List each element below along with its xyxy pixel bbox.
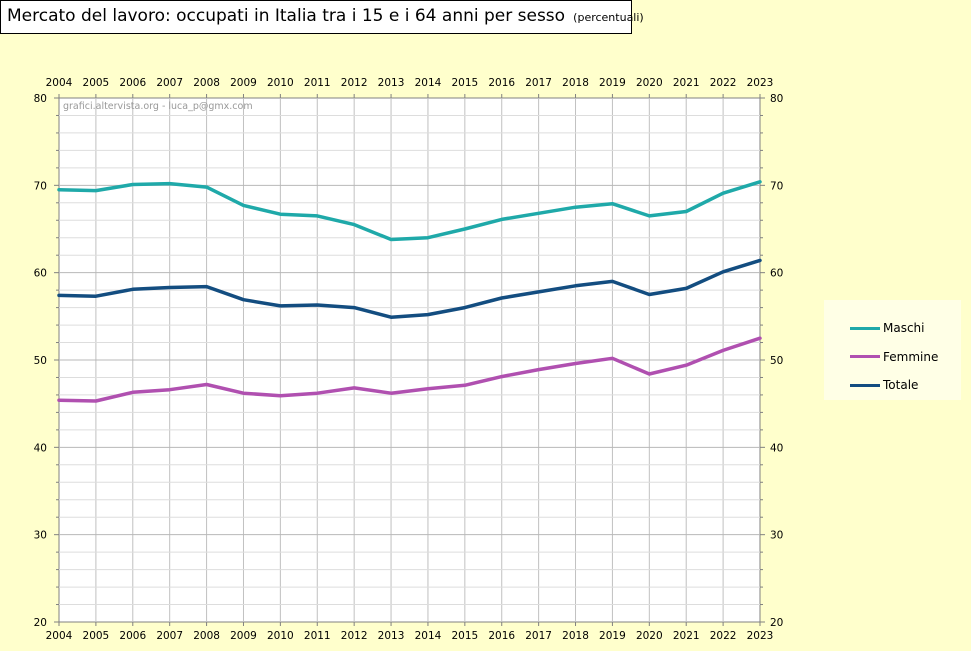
x-tick-label-top: 2005: [83, 77, 110, 89]
legend-swatch: [850, 383, 880, 387]
x-tick-label-top: 2011: [304, 77, 331, 89]
x-tick-label-bottom: 2012: [341, 630, 368, 642]
legend-label: Femmine: [883, 349, 939, 364]
chart-title: Mercato del lavoro: occupati in Italia t…: [7, 6, 566, 26]
legend-item-maschi: Maschi: [824, 314, 961, 343]
legend-label: Maschi: [883, 321, 925, 336]
y-tick-label-right: 70: [770, 180, 783, 192]
y-tick-label-left: 70: [34, 180, 47, 192]
y-axis-labels-left: 20 30 40 50 60 70 80: [34, 93, 47, 629]
x-axis-labels-top: 2004 2005 2006 2007 2008 2009 2010 2011 2012 2013…: [46, 77, 774, 89]
x-tick-label-bottom: 2017: [525, 630, 552, 642]
x-tick-label-top: 2006: [119, 77, 146, 89]
data-series: [57, 180, 762, 403]
y-axis-labels-right: 20 30 40 50 60 70 80: [770, 93, 783, 629]
x-tick-label-top: 2017: [525, 77, 552, 89]
x-tick-label-bottom: 2022: [710, 630, 737, 642]
x-tick-label-top: 2015: [451, 77, 478, 89]
x-tick-label-top: 2004: [46, 77, 73, 89]
y-tick-label-left: 60: [34, 268, 47, 280]
x-tick-label-bottom: 2009: [230, 630, 257, 642]
x-tick-label-bottom: 2018: [562, 630, 589, 642]
x-tick-label-top: 2020: [636, 77, 663, 89]
x-tick-label-top: 2009: [230, 77, 257, 89]
x-tick-label-bottom: 2016: [488, 630, 515, 642]
y-tick-label-left: 40: [34, 442, 47, 454]
x-tick-label-top: 2008: [193, 77, 220, 89]
x-tick-label-bottom: 2015: [451, 630, 478, 642]
legend-swatch: [850, 355, 880, 359]
x-tick-label-top: 2010: [267, 77, 294, 89]
y-tick-label-left: 80: [34, 93, 47, 105]
x-tick-label-bottom: 2019: [599, 630, 626, 642]
x-tick-label-bottom: 2021: [673, 630, 700, 642]
legend-swatch: [850, 326, 880, 330]
y-tick-label-right: 60: [770, 268, 783, 280]
x-tick-label-bottom: 2010: [267, 630, 294, 642]
series-line-totale: [57, 258, 762, 319]
y-tick-label-left: 50: [34, 355, 47, 367]
axis-ticks: [54, 94, 765, 626]
legend-item-femmine: Femmine: [824, 343, 961, 372]
series-line-maschi: [57, 180, 762, 242]
x-tick-label-top: 2013: [378, 77, 405, 89]
x-tick-label-top: 2019: [599, 77, 626, 89]
x-tick-label-bottom: 2005: [83, 630, 110, 642]
legend: Maschi Femmine Totale: [824, 300, 961, 400]
x-tick-label-bottom: 2006: [119, 630, 146, 642]
x-tick-label-bottom: 2004: [46, 630, 73, 642]
y-tick-label-right: 40: [770, 442, 783, 454]
x-tick-label-bottom: 2011: [304, 630, 331, 642]
x-tick-label-bottom: 2013: [378, 630, 405, 642]
y-tick-label-right: 20: [770, 617, 783, 629]
x-tick-label-bottom: 2007: [156, 630, 183, 642]
horizontal-gridlines: [59, 114, 760, 606]
y-tick-label-right: 80: [770, 93, 783, 105]
series-line-femmine: [57, 336, 762, 403]
y-tick-label-right: 30: [770, 530, 783, 542]
x-tick-label-top: 2023: [747, 77, 774, 89]
y-tick-label-left: 30: [34, 530, 47, 542]
chart-subtitle: (percentuali): [573, 11, 644, 24]
x-tick-label-bottom: 2023: [747, 630, 774, 642]
x-tick-label-top: 2014: [415, 77, 442, 89]
x-tick-label-bottom: 2008: [193, 630, 220, 642]
x-tick-label-top: 2021: [673, 77, 700, 89]
y-tick-label-left: 20: [34, 617, 47, 629]
y-tick-label-right: 50: [770, 355, 783, 367]
x-tick-label-top: 2016: [488, 77, 515, 89]
watermark: grafici.altervista.org - luca_p@gmx.com: [63, 101, 253, 112]
legend-item-totale: Totale: [824, 371, 961, 400]
x-tick-label-bottom: 2020: [636, 630, 663, 642]
x-tick-label-top: 2022: [710, 77, 737, 89]
x-tick-label-top: 2007: [156, 77, 183, 89]
x-tick-label-top: 2018: [562, 77, 589, 89]
x-axis-labels-bottom: 2004 2005 2006 2007 2008 2009 2010 2011 2012 2013…: [46, 630, 774, 642]
x-tick-label-top: 2012: [341, 77, 368, 89]
chart-title-box: Mercato del lavoro: occupati in Italia t…: [0, 0, 644, 34]
legend-label: Totale: [883, 378, 919, 393]
x-tick-label-bottom: 2014: [415, 630, 442, 642]
